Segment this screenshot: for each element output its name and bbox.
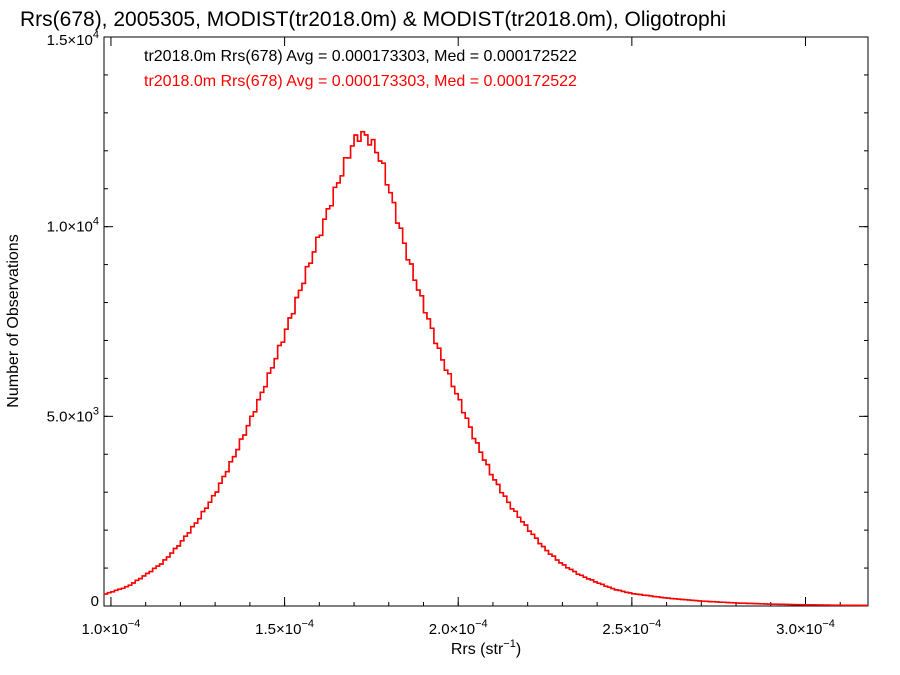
x-tick-label: 2.5×10−4 bbox=[602, 618, 661, 638]
y-axis-ticks: 0 5.0×103 1.0×104 1.5×104 bbox=[47, 29, 868, 610]
series-layer bbox=[104, 130, 868, 607]
x-tick-label: 1.0×10−4 bbox=[82, 618, 141, 638]
y-axis-label: Number of Observations bbox=[5, 234, 22, 407]
y-tick-label: 0 bbox=[91, 593, 99, 610]
annotation-line: tr2018.0m Rrs(678) Avg = 0.000173303, Me… bbox=[144, 73, 577, 90]
series-line-0 bbox=[104, 131, 868, 607]
y-tick-label: 5.0×103 bbox=[47, 405, 99, 425]
annotation-line: tr2018.0m Rrs(678) Avg = 0.000173303, Me… bbox=[144, 48, 577, 65]
chart-title: Rrs(678), 2005305, MODIST(tr2018.0m) & M… bbox=[20, 8, 726, 31]
series-line-1 bbox=[104, 130, 868, 607]
x-tick-label: 2.0×10−4 bbox=[429, 618, 488, 638]
x-axis-ticks: 1.0×10−4 1.5×10−4 2.0×10−4 2.5×10−4 3.0×10−4 bbox=[82, 37, 841, 638]
plot-frame bbox=[103, 36, 869, 607]
annotations: tr2018.0m Rrs(678) Avg = 0.000173303, Me… bbox=[144, 48, 577, 90]
y-tick-label: 1.0×104 bbox=[47, 216, 99, 236]
y-tick-label: 1.5×104 bbox=[47, 29, 99, 49]
x-axis-label: Rrs (str−1) bbox=[451, 638, 521, 658]
x-tick-label: 1.5×10−4 bbox=[255, 618, 314, 638]
x-tick-label: 3.0×10−4 bbox=[776, 618, 835, 638]
